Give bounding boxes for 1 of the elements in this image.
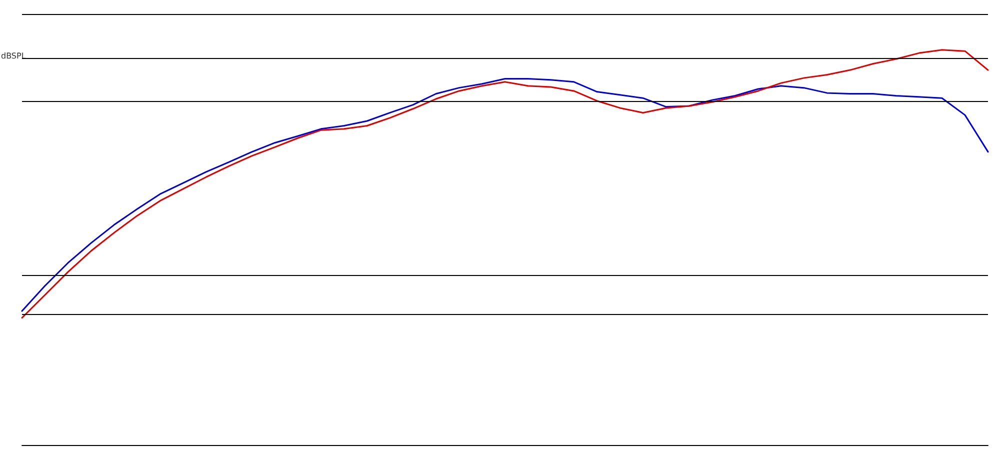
y-axis-title: dBSPL bbox=[1, 52, 26, 60]
